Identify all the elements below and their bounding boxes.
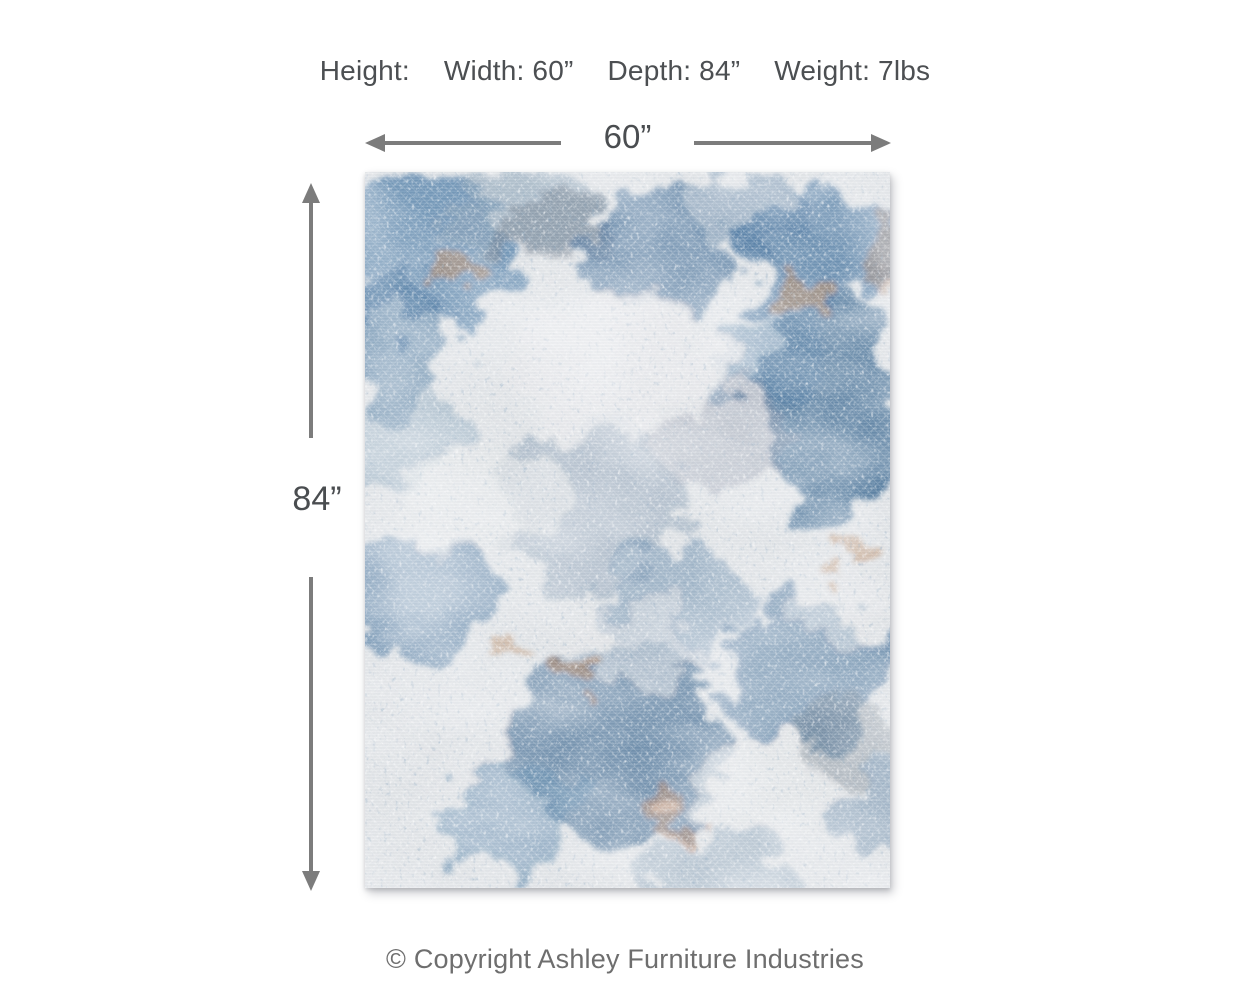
spec-height: Height: [319, 55, 410, 86]
rug-image [365, 172, 890, 888]
copyright-text: © Copyright Ashley Furniture Industries [386, 944, 864, 974]
height-arrow-line-top [309, 201, 313, 438]
spec-weight: Weight: 7lbs [774, 55, 931, 86]
arrow-right-icon [871, 134, 891, 152]
arrow-left-icon [365, 134, 385, 152]
width-dimension-label: 60” [603, 118, 652, 155]
arrow-down-icon [302, 871, 320, 891]
spec-row: Height: Width: 60” Depth: 84” Weight: 7l… [0, 54, 1250, 88]
width-arrow-line-left [383, 141, 561, 145]
width-arrow-line-right [694, 141, 872, 145]
height-arrow-line-bottom [309, 577, 313, 872]
spec-depth: Depth: 84” [607, 55, 741, 86]
height-dimension-label: 84” [292, 480, 342, 518]
arrow-up-icon [302, 183, 320, 203]
spec-width: Width: 60” [443, 55, 574, 86]
